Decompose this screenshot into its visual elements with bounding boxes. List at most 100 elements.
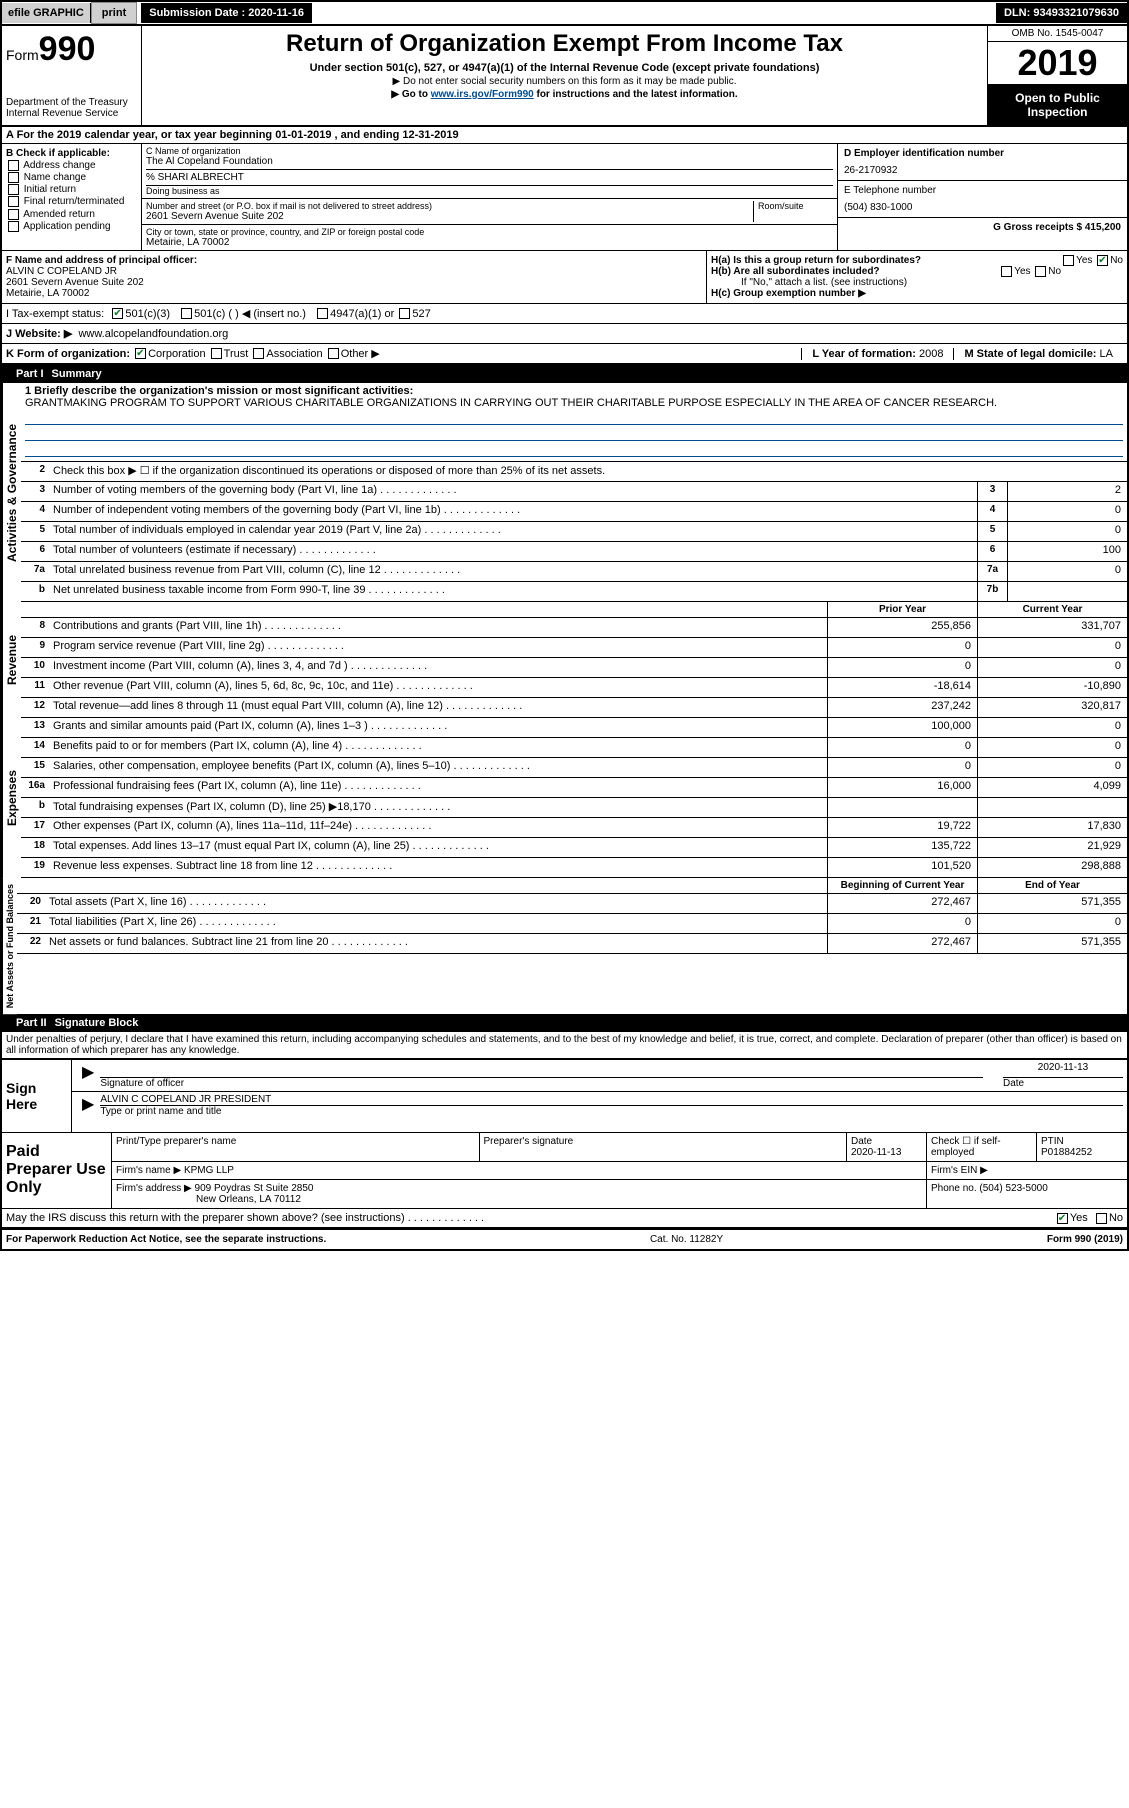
row-a-taxyear: A For the 2019 calendar year, or tax yea… [2,127,1127,144]
perjury-declaration: Under penalties of perjury, I declare th… [2,1032,1127,1058]
prior-current-header: Prior Year Current Year [21,602,1127,618]
cb-other[interactable] [328,348,339,359]
cb-address-change[interactable]: Address change [6,160,137,171]
line-20: 20Total assets (Part X, line 16)272,4675… [17,894,1127,914]
page-footer: For Paperwork Reduction Act Notice, see … [2,1228,1127,1249]
irs-discuss-row: May the IRS discuss this return with the… [2,1208,1127,1228]
line-b: bNet unrelated business taxable income f… [21,582,1127,602]
part1-netassets: Net Assets or Fund Balances Beginning of… [2,878,1127,1014]
row-f-h: F Name and address of principal officer:… [2,251,1127,304]
col-c-org: C Name of organization The Al Copeland F… [142,144,837,250]
submission-date: Submission Date : 2020-11-16 [141,3,312,23]
arrow-icon: ▶ [76,1062,100,1089]
line-7a: 7aTotal unrelated business revenue from … [21,562,1127,582]
line-9: 9Program service revenue (Part VIII, lin… [21,638,1127,658]
gross-receipts: 415,200 [1085,222,1121,233]
org-name: The Al Copeland Foundation [146,156,833,167]
cb-initial-return[interactable]: Initial return [6,184,137,195]
cb-trust[interactable] [211,348,222,359]
begin-end-header: Beginning of Current Year End of Year [17,878,1127,894]
principal-officer: F Name and address of principal officer:… [2,251,707,303]
org-address: 2601 Severn Avenue Suite 202 [146,211,753,222]
print-button[interactable]: print [91,2,137,24]
efile-label: efile GRAPHIC [2,3,91,23]
line-b: bTotal fundraising expenses (Part IX, co… [21,798,1127,818]
line-21: 21Total liabilities (Part X, line 26)00 [17,914,1127,934]
section-b-c-d: B Check if applicable: Address change Na… [2,144,1127,251]
dept-treasury: Department of the Treasury [6,97,137,108]
ptin: P01884252 [1041,1147,1092,1158]
label-net-assets: Net Assets or Fund Balances [2,878,17,1014]
ein-value: 26-2170932 [844,165,1121,176]
sig-date: 2020-11-13 [1003,1062,1123,1078]
form-title: Return of Organization Exempt From Incom… [146,30,983,58]
line-8: 8Contributions and grants (Part VIII, li… [21,618,1127,638]
label-activities-governance: Activities & Governance [2,383,21,602]
cb-discuss-no[interactable] [1096,1213,1107,1224]
website-url: www.alcopelandfoundation.org [78,328,228,340]
label-revenue: Revenue [2,602,21,718]
part1-expenses: Expenses 13Grants and similar amounts pa… [2,718,1127,878]
line-10: 10Investment income (Part VIII, column (… [21,658,1127,678]
header-right: OMB No. 1545-0047 2019 Open to Public In… [987,26,1127,125]
cb-501c3[interactable] [112,308,123,319]
firm-name: KPMG LLP [184,1165,234,1176]
cb-corp[interactable] [135,348,146,359]
h-group-return: H(a) Is this a group return for subordin… [707,251,1127,303]
dln-label: DLN: 93493321079630 [996,3,1127,23]
cb-527[interactable] [399,308,410,319]
omb-number: OMB No. 1545-0047 [988,26,1127,42]
line-3: 3Number of voting members of the governi… [21,482,1127,502]
row-j-website: J Website: ▶ www.alcopelandfoundation.or… [2,324,1127,344]
care-of: % SHARI ALBRECHT [146,169,833,183]
line-17: 17Other expenses (Part IX, column (A), l… [21,818,1127,838]
officer-name: ALVIN C COPELAND JR PRESIDENT [100,1094,1123,1106]
col-d-ein: D Employer identification number 26-2170… [837,144,1127,250]
label-expenses: Expenses [2,718,21,878]
tax-year: 2019 [988,42,1127,85]
line-2: 2 Check this box ▶ ☐ if the organization… [21,462,1127,482]
cb-discuss-yes[interactable] [1057,1213,1068,1224]
telephone: (504) 830-1000 [844,202,1121,213]
cb-4947[interactable] [317,308,328,319]
line-5: 5Total number of individuals employed in… [21,522,1127,542]
row-i-tax-status: I Tax-exempt status: 501(c)(3) 501(c) ( … [2,304,1127,324]
part1-header: Part I Summary [2,365,1127,383]
line-4: 4Number of independent voting members of… [21,502,1127,522]
paid-preparer-block: Paid Preparer Use Only Print/Type prepar… [2,1132,1127,1208]
note-link: ▶ Go to www.irs.gov/Form990 for instruct… [146,89,983,100]
top-bar: efile GRAPHIC print Submission Date : 20… [2,2,1127,26]
cb-501c[interactable] [181,308,192,319]
note-ssn: ▶ Do not enter social security numbers o… [146,76,983,87]
cb-assoc[interactable] [253,348,264,359]
firm-phone: (504) 523-5000 [979,1183,1047,1194]
form-subtitle: Under section 501(c), 527, or 4947(a)(1)… [146,62,983,74]
line-13: 13Grants and similar amounts paid (Part … [21,718,1127,738]
cb-name-change[interactable]: Name change [6,172,137,183]
header-mid: Return of Organization Exempt From Incom… [142,26,987,125]
irs-link[interactable]: www.irs.gov/Form990 [431,89,534,100]
cb-amended[interactable]: Amended return [6,209,137,220]
cb-final-return[interactable]: Final return/terminated [6,196,137,207]
line-1-mission: 1 Briefly describe the organization's mi… [21,383,1127,462]
sign-here-block: Sign Here ▶ Signature of officer 2020-11… [2,1058,1127,1132]
line-22: 22Net assets or fund balances. Subtract … [17,934,1127,954]
line-6: 6Total number of volunteers (estimate if… [21,542,1127,562]
form-container: efile GRAPHIC print Submission Date : 20… [0,0,1129,1251]
header-left: Form990 Department of the Treasury Inter… [2,26,142,125]
arrow-icon: ▶ [76,1094,100,1117]
line-16a: 16aProfessional fundraising fees (Part I… [21,778,1127,798]
line-18: 18Total expenses. Add lines 13–17 (must … [21,838,1127,858]
row-k-l-m: K Form of organization: Corporation Trus… [2,344,1127,365]
line-12: 12Total revenue—add lines 8 through 11 (… [21,698,1127,718]
open-public: Open to Public Inspection [988,85,1127,125]
part1-ag: Activities & Governance 1 Briefly descri… [2,383,1127,602]
irs-label: Internal Revenue Service [6,108,137,119]
line-19: 19Revenue less expenses. Subtract line 1… [21,858,1127,878]
col-b-checkboxes: B Check if applicable: Address change Na… [2,144,142,250]
cb-pending[interactable]: Application pending [6,221,137,232]
line-11: 11Other revenue (Part VIII, column (A), … [21,678,1127,698]
org-city: Metairie, LA 70002 [146,237,833,248]
form-header: Form990 Department of the Treasury Inter… [2,26,1127,127]
line-14: 14Benefits paid to or for members (Part … [21,738,1127,758]
